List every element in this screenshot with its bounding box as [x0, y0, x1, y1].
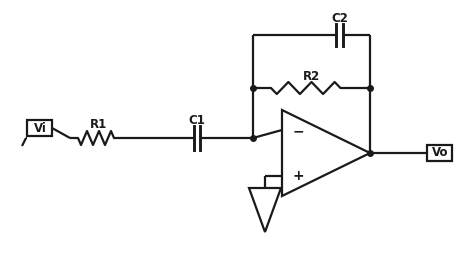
Text: C2: C2: [331, 11, 348, 25]
Text: R2: R2: [303, 69, 320, 83]
Text: Vi: Vi: [34, 121, 46, 134]
Text: R1: R1: [91, 118, 108, 131]
Text: −: −: [292, 124, 304, 138]
Text: +: +: [292, 169, 304, 183]
FancyBboxPatch shape: [27, 120, 53, 136]
FancyBboxPatch shape: [428, 145, 453, 161]
Text: Vo: Vo: [432, 147, 448, 160]
Text: C1: C1: [189, 113, 205, 126]
